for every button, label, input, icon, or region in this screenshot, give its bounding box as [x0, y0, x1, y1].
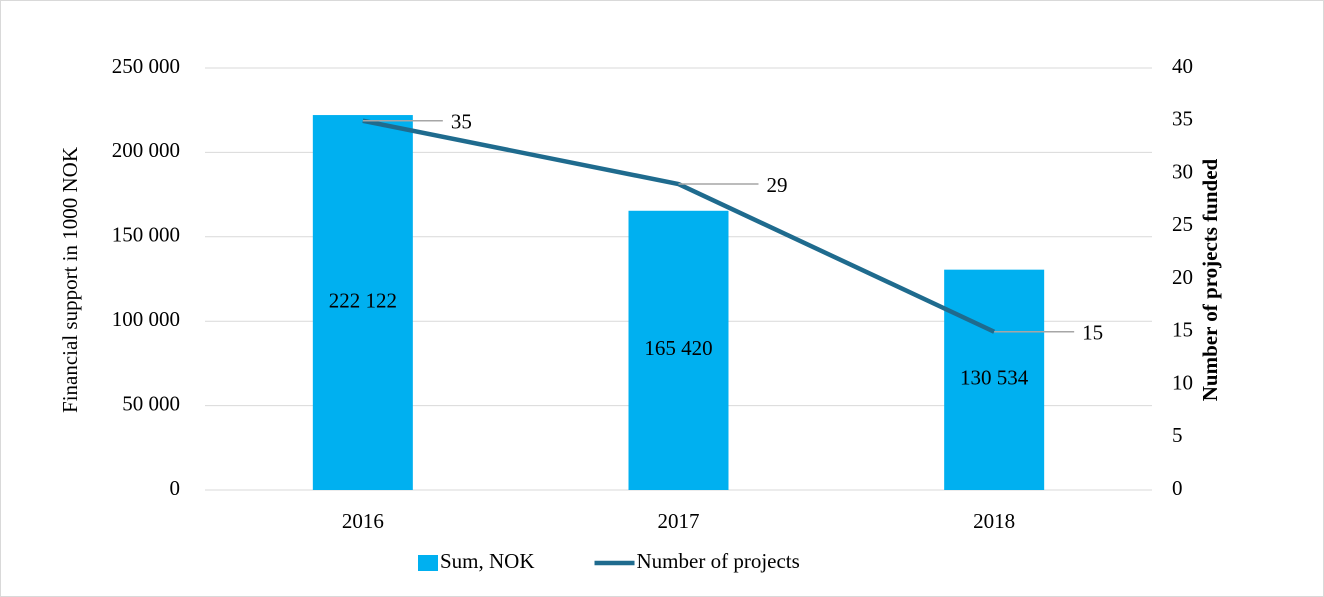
y-tick-label: 50 000 [122, 391, 180, 415]
y2-tick-label: 15 [1172, 318, 1193, 342]
y2-axis-label: Number of projects funded [1198, 158, 1222, 401]
y2-tick-label: 5 [1172, 423, 1183, 447]
x-tick-label: 2016 [342, 509, 384, 533]
y-axis-label: Financial support in 1000 NOK [58, 147, 82, 413]
bar [628, 210, 729, 490]
line-value-label: 15 [1082, 321, 1103, 345]
y2-tick-label: 30 [1172, 159, 1193, 183]
legend-label: Number of projects [637, 549, 800, 573]
line-value-label: 29 [767, 173, 788, 197]
y-tick-label: 100 000 [112, 307, 180, 331]
y2-tick-label: 40 [1172, 54, 1193, 78]
y2-tick-label: 20 [1172, 265, 1193, 289]
bar-value-label: 130 534 [960, 366, 1029, 390]
y2-tick-label: 35 [1172, 107, 1193, 131]
legend-swatch [418, 555, 438, 571]
bar-value-label: 222 122 [329, 288, 397, 312]
bar [312, 115, 413, 490]
y-tick-label: 0 [170, 476, 181, 500]
legend-label: Sum, NOK [440, 549, 535, 573]
y-tick-label: 150 000 [112, 223, 180, 247]
y2-tick-label: 10 [1172, 370, 1193, 394]
y2-tick-label: 0 [1172, 476, 1183, 500]
bar [944, 269, 1045, 490]
line-value-label: 35 [451, 110, 472, 134]
y-tick-label: 250 000 [112, 54, 180, 78]
y2-tick-label: 25 [1172, 212, 1193, 236]
x-tick-label: 2017 [658, 509, 700, 533]
x-tick-label: 2018 [973, 509, 1015, 533]
bar-value-label: 165 420 [644, 336, 712, 360]
y-tick-label: 200 000 [112, 138, 180, 162]
